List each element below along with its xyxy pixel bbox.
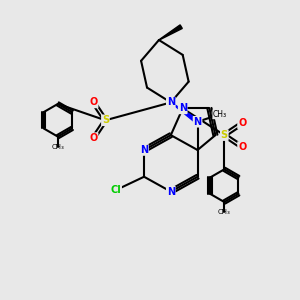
Polygon shape — [171, 102, 199, 124]
Text: O: O — [89, 133, 98, 143]
Text: O: O — [238, 142, 246, 152]
Text: Cl: Cl — [110, 185, 121, 195]
Text: CH₃: CH₃ — [52, 144, 64, 150]
Text: O: O — [89, 98, 98, 107]
Text: S: S — [102, 115, 109, 125]
Text: CH₃: CH₃ — [218, 209, 231, 215]
Text: CH₃: CH₃ — [213, 110, 227, 119]
Text: S: S — [221, 130, 228, 140]
Text: N: N — [167, 187, 175, 196]
Polygon shape — [159, 25, 182, 40]
Text: N: N — [178, 103, 187, 113]
Text: N: N — [167, 98, 175, 107]
Text: N: N — [194, 117, 202, 127]
Text: N: N — [140, 145, 148, 155]
Text: O: O — [238, 118, 246, 128]
